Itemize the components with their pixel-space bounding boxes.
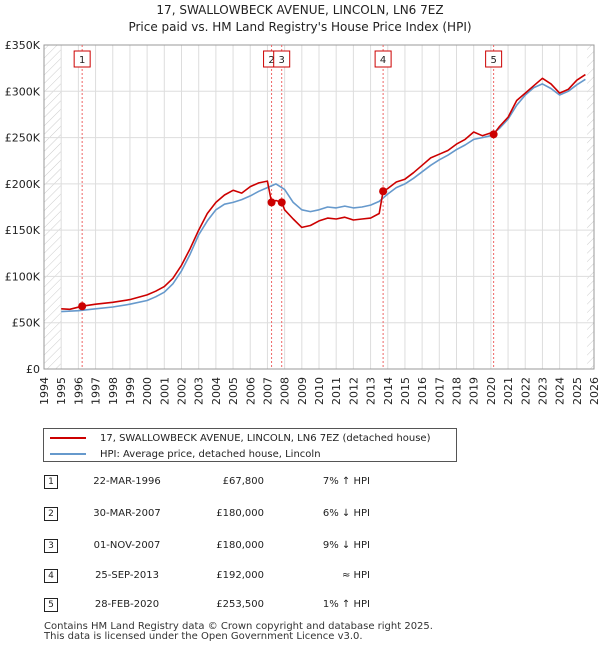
x-tick-label: 2009 [296, 377, 309, 405]
x-tick-label: 2008 [279, 377, 292, 405]
sale-hpi-comparison: 1% ↑ HPI [322, 599, 370, 610]
x-tick-label: 2019 [468, 377, 481, 405]
sale-hpi-comparison: 7% ↑ HPI [322, 476, 370, 487]
x-tick-label: 2007 [261, 377, 274, 405]
sale-date: 28-FEB-2020 [94, 599, 160, 610]
sale-marker-label: 3 [279, 55, 285, 66]
y-tick-label: £50K [12, 317, 41, 330]
legend: 17, SWALLOWBECK AVENUE, LINCOLN, LN6 7EZ… [43, 428, 457, 462]
x-tick-label: 2012 [347, 377, 360, 405]
x-tick-label: 1995 [55, 377, 68, 405]
sale-point [78, 302, 87, 311]
y-tick-label: £350K [5, 39, 41, 52]
sale-marker-label: 2 [268, 55, 274, 66]
y-tick-label: £200K [5, 178, 41, 191]
x-tick-label: 2016 [416, 377, 429, 405]
legend-item-hpi: HPI: Average price, detached house, Linc… [50, 446, 321, 462]
legend-hpi-label: HPI: Average price, detached house, Linc… [100, 448, 321, 460]
sale-marker-box [273, 50, 291, 68]
chart-subtitle: Price paid vs. HM Land Registry's House … [128, 20, 471, 34]
sale-marker-label: 4 [380, 55, 386, 66]
y-tick-label: £250K [5, 132, 41, 145]
x-tick-label: 2000 [141, 377, 154, 405]
sale-hpi-comparison: 9% ↓ HPI [322, 540, 370, 551]
footer-copyright: Contains HM Land Registry data © Crown c… [44, 621, 433, 632]
sale-point [489, 130, 498, 139]
y-tick-label: £150K [5, 224, 41, 237]
x-tick-label: 2018 [451, 377, 464, 405]
sale-marker-box [485, 50, 503, 68]
sale-number-badge: 4 [44, 569, 58, 583]
x-tick-label: 2010 [313, 377, 326, 405]
sale-number-badge: 3 [44, 539, 58, 553]
x-tick-label: 2006 [244, 377, 257, 405]
post-data-hatch [587, 45, 594, 369]
x-tick-label: 1999 [124, 377, 137, 405]
x-tick-label: 2025 [571, 377, 584, 405]
sale-point [267, 198, 276, 207]
sale-number-badge: 2 [44, 507, 58, 521]
sale-marker-box [374, 50, 392, 68]
x-tick-label: 2002 [176, 377, 189, 405]
hpi-series-line [61, 78, 586, 313]
sale-hpi-comparison: 6% ↓ HPI [322, 508, 370, 519]
sale-number-badge: 1 [44, 475, 58, 489]
sale-price: £180,000 [216, 540, 264, 551]
sale-point [277, 198, 286, 207]
x-tick-label: 2014 [382, 377, 395, 405]
sale-price: £180,000 [216, 508, 264, 519]
legend-item-property: 17, SWALLOWBECK AVENUE, LINCOLN, LN6 7EZ… [50, 430, 430, 446]
footer-license: This data is licensed under the Open Gov… [44, 631, 363, 642]
sale-row: 1 22-MAR-1996 £67,800 7% ↑ HPI [0, 473, 600, 493]
x-tick-label: 2011 [330, 377, 343, 405]
chart-title: 17, SWALLOWBECK AVENUE, LINCOLN, LN6 7EZ [156, 3, 443, 17]
y-tick-label: £300K [5, 85, 41, 98]
pre-data-hatch [44, 45, 62, 369]
price-chart: 17, SWALLOWBECK AVENUE, LINCOLN, LN6 7EZ… [5, 3, 600, 405]
x-tick-label: 2017 [433, 377, 446, 405]
x-tick-label: 2005 [227, 377, 240, 405]
plot-frame [43, 44, 595, 370]
sale-point [379, 187, 388, 196]
sale-date: 22-MAR-1996 [93, 476, 161, 487]
sale-price: £253,500 [216, 599, 264, 610]
x-tick-label: 1998 [107, 377, 120, 405]
sale-row: 4 25-SEP-2013 £192,000 ≈ HPI [0, 567, 600, 587]
sale-marker-label: 5 [490, 55, 496, 66]
legend-property-swatch [50, 437, 86, 439]
x-tick-label: 2024 [554, 377, 567, 405]
x-tick-label: 2004 [210, 377, 223, 405]
footer: Contains HM Land Registry data © Crown c… [44, 622, 433, 642]
x-tick-label: 2015 [399, 377, 412, 405]
x-tick-label: 2013 [365, 377, 378, 405]
x-tick-label: 1997 [90, 377, 103, 405]
sale-date: 30-MAR-2007 [93, 508, 161, 519]
property-series-line [61, 73, 586, 311]
x-tick-label: 2020 [485, 377, 498, 405]
sale-row: 3 01-NOV-2007 £180,000 9% ↓ HPI [0, 537, 600, 557]
x-tick-label: 2022 [519, 377, 532, 405]
sale-price: £67,800 [222, 476, 264, 487]
y-tick-label: £0 [26, 363, 40, 376]
sale-row: 5 28-FEB-2020 £253,500 1% ↑ HPI [0, 596, 600, 616]
legend-property-label: 17, SWALLOWBECK AVENUE, LINCOLN, LN6 7EZ… [100, 432, 431, 444]
x-tick-label: 2023 [536, 377, 549, 405]
sale-hpi-comparison: ≈ HPI [341, 570, 370, 581]
plot-area: £0 £50K £100K £150K £200K £250K £300K £350K 1994… [5, 39, 600, 405]
legend-hpi-swatch [50, 453, 86, 455]
sale-marker-label: 1 [79, 55, 85, 66]
sale-row: 2 30-MAR-2007 £180,000 6% ↓ HPI [0, 505, 600, 525]
x-tick-label: 2021 [502, 377, 515, 405]
x-tick-label: 1994 [38, 377, 51, 405]
sale-date: 01-NOV-2007 [93, 540, 161, 551]
sale-date: 25-SEP-2013 [95, 570, 159, 581]
x-tick-label: 2001 [158, 377, 171, 405]
sale-price: £192,000 [216, 570, 264, 581]
sale-number-badge: 5 [44, 598, 58, 612]
y-tick-label: £100K [5, 270, 41, 283]
x-tick-label: 1996 [72, 377, 85, 405]
x-tick-label: 2003 [193, 377, 206, 405]
x-tick-label: 2026 [588, 377, 600, 405]
sale-marker-box [73, 50, 91, 68]
